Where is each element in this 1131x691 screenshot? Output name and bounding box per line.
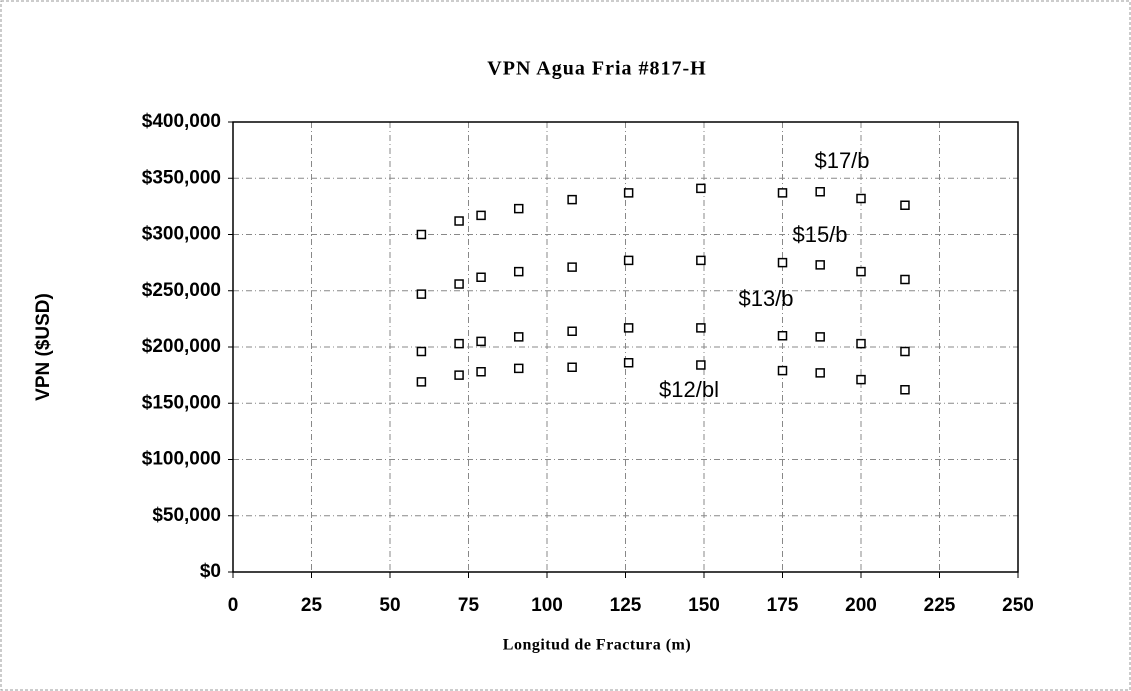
- point-marker: [856, 193, 866, 204]
- y-tick-label: $150,000: [142, 392, 221, 413]
- point-marker: [900, 200, 910, 210]
- point-marker: [856, 266, 866, 277]
- point-marker: [454, 338, 464, 349]
- point-marker: [513, 363, 524, 374]
- y-tick-label: $100,000: [142, 449, 221, 470]
- point-marker: [815, 332, 825, 342]
- x-tick-label: 250: [1002, 595, 1034, 616]
- point-marker: [454, 216, 464, 226]
- y-tick-label: $200,000: [142, 336, 221, 357]
- point-marker: [416, 377, 427, 387]
- series-label: $13/b: [738, 286, 793, 311]
- x-tick-label: 100: [531, 595, 563, 616]
- point-marker: [900, 274, 910, 285]
- y-tick-label: $50,000: [152, 505, 221, 526]
- point-marker: [476, 336, 486, 347]
- x-tick-label: 175: [767, 595, 799, 616]
- point-marker: [416, 229, 427, 240]
- x-axis-label: Longitud de Fractura (m): [503, 637, 691, 654]
- point-marker: [567, 262, 577, 272]
- chart-title: VPN Agua Fria #817-H: [487, 58, 706, 80]
- plot-area: [232, 121, 1019, 573]
- point-marker: [777, 257, 788, 268]
- point-marker: [900, 385, 910, 395]
- x-tick-label: 50: [379, 595, 400, 616]
- series-label: $15/b: [792, 222, 847, 247]
- point-marker: [567, 326, 577, 336]
- point-marker: [454, 279, 464, 289]
- y-tick-label: $350,000: [142, 167, 221, 188]
- point-marker: [696, 183, 706, 194]
- x-tick-label: 225: [924, 595, 956, 616]
- point-marker: [476, 367, 486, 377]
- point-marker: [900, 346, 910, 357]
- point-marker: [623, 255, 634, 266]
- series-label: $17/b: [814, 148, 869, 173]
- point-marker: [777, 331, 788, 341]
- x-tick-label: 125: [610, 595, 642, 616]
- point-marker: [567, 362, 577, 372]
- point-marker: [623, 358, 634, 368]
- point-marker: [476, 272, 486, 282]
- point-marker: [623, 188, 634, 198]
- point-marker: [567, 194, 577, 205]
- point-marker: [476, 210, 486, 221]
- series-label: $12/bl: [659, 377, 719, 402]
- point-marker: [513, 266, 524, 277]
- y-axis-label: VPN ($USD): [33, 293, 54, 401]
- x-tick-label: 200: [845, 595, 877, 616]
- y-tick-label: $400,000: [142, 111, 221, 132]
- point-marker: [623, 323, 634, 333]
- point-marker: [815, 260, 825, 270]
- point-marker: [815, 368, 825, 378]
- x-tick-label: 75: [458, 595, 480, 616]
- point-marker: [696, 323, 706, 333]
- x-tick-label: 0: [228, 595, 239, 616]
- point-marker: [513, 203, 524, 214]
- x-tick-label: 150: [688, 595, 720, 616]
- y-tick-label: $0: [200, 561, 221, 582]
- point-marker: [856, 374, 866, 385]
- point-marker: [416, 346, 427, 357]
- point-marker: [815, 187, 825, 197]
- point-marker: [416, 289, 427, 299]
- point-marker: [696, 360, 706, 370]
- point-marker: [856, 338, 866, 349]
- point-marker: [777, 188, 788, 198]
- point-marker: [454, 370, 464, 380]
- point-marker: [777, 365, 788, 376]
- point-marker: [513, 332, 524, 342]
- y-tick-label: $300,000: [142, 224, 221, 245]
- point-marker: [696, 255, 706, 266]
- y-tick-label: $250,000: [142, 280, 221, 301]
- x-tick-label: 25: [301, 595, 323, 616]
